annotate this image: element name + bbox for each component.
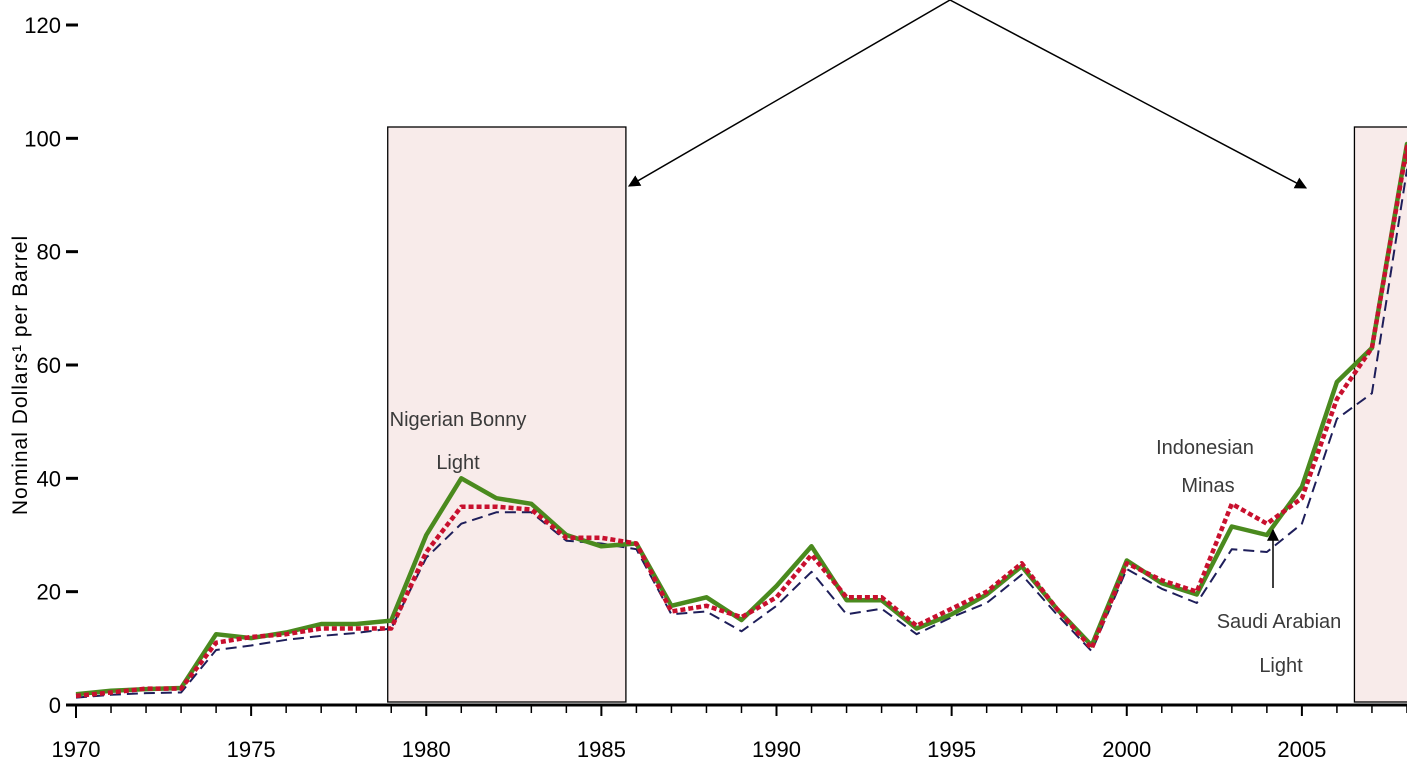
saudi-label-line2: Light: [1259, 655, 1303, 677]
annotation-arrows: [627, 0, 1308, 588]
x-tick-label-1995: 1995: [927, 737, 976, 762]
x-tick-label-1980: 1980: [402, 737, 451, 762]
y-tick-label-0: 0: [49, 693, 61, 718]
nigerian-label-line2: Light: [436, 452, 480, 474]
indonesian-label-line1: Indonesian: [1156, 437, 1254, 459]
shaded-periods: [387, 126, 1407, 703]
y-tick-label-100: 100: [24, 126, 61, 151]
x-tick-label-1985: 1985: [577, 737, 626, 762]
saudi-label-line1: Saudi Arabian: [1217, 611, 1342, 633]
y-tick-label-20: 20: [37, 580, 61, 605]
x-tick-label-2000: 2000: [1102, 737, 1151, 762]
x-tick-label-1990: 1990: [752, 737, 801, 762]
shaded-period-1: [387, 126, 627, 703]
series-line-nigerian: [75, 141, 1407, 697]
shaded-period-2: [1353, 126, 1407, 703]
arrow-to-2008-period: [949, 0, 1308, 189]
nigerian-label-line1: Nigerian Bonny: [390, 409, 527, 431]
y-tick-label-80: 80: [37, 240, 61, 265]
x-tick-label-1975: 1975: [227, 737, 276, 762]
y-axis-label: Nominal Dollars¹ per Barrel: [9, 235, 32, 515]
series-line-indonesian: [75, 144, 1407, 699]
series-line-saudi: [75, 168, 1407, 699]
y-tick-label-120: 120: [24, 13, 61, 38]
axes: 1970 1975 1980 1985 1990 1995 2000 2005 0 20 40 60 8…: [24, 13, 1407, 762]
series-lines: [75, 141, 1407, 699]
y-tick-label-40: 40: [37, 466, 61, 491]
arrow-to-1980s-period: [627, 0, 951, 187]
x-tick-label-1970: 1970: [52, 737, 101, 762]
x-tick-label-2005: 2005: [1277, 737, 1326, 762]
indonesian-label-line2: Minas: [1181, 475, 1234, 497]
y-tick-label-60: 60: [37, 353, 61, 378]
